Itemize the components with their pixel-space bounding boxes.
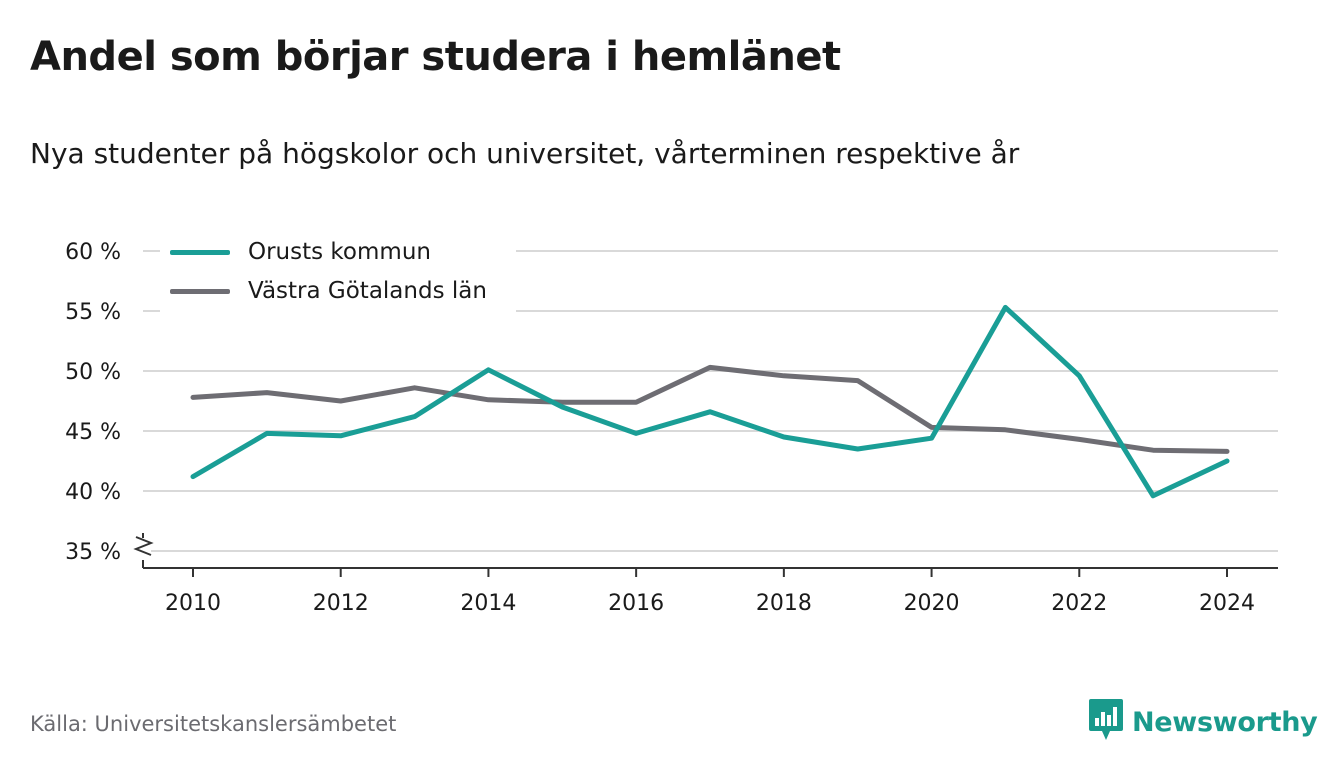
x-tick-label: 2024 — [1199, 591, 1255, 616]
series-line-vastra-gotaland — [190, 364, 1230, 454]
x-tick-label: 2014 — [460, 591, 516, 616]
source-note: Källa: Universitetskanslersämbetet — [30, 712, 397, 736]
y-tick-label: 55 % — [65, 300, 121, 325]
x-tick-label: 2016 — [608, 591, 664, 616]
y-tick-label: 35 % — [65, 540, 121, 565]
x-tick-label: 2012 — [313, 591, 369, 616]
axis-break-icon — [133, 536, 154, 556]
legend-label-vastra-gotaland: Västra Götalands län — [248, 278, 487, 304]
brand-name: Newsworthy — [1132, 706, 1318, 738]
tick-labels: 60 % 55 % 50 % 45 % 40 % 35 % 2010 2012 2014 2016… — [65, 240, 1255, 616]
axes — [133, 533, 1278, 577]
legend-swatch-orust — [170, 249, 230, 255]
x-tick-label: 2010 — [165, 591, 221, 616]
legend-item-orust: Orusts kommun — [170, 234, 431, 270]
chart-legend: Orusts kommun Västra Götalands län — [160, 232, 516, 312]
axis-break-mask — [135, 538, 151, 560]
x-tick-label: 2020 — [904, 591, 960, 616]
brand-logo: Newsworthy — [1088, 698, 1318, 746]
y-tick-label: 40 % — [65, 480, 121, 505]
series-lines — [190, 304, 1230, 499]
legend-swatch-vastra-gotaland — [170, 288, 230, 294]
y-tick-label: 60 % — [65, 240, 121, 265]
x-tick-label: 2018 — [756, 591, 812, 616]
chart-title: Andel som börjar studera i hemlänet — [30, 34, 841, 80]
series-line-orust — [190, 304, 1230, 499]
legend-item-vastra-gotaland: Västra Götalands län — [170, 273, 487, 309]
y-tick-label: 50 % — [65, 360, 121, 385]
y-tick-label: 45 % — [65, 420, 121, 445]
legend-label-orust: Orusts kommun — [248, 239, 431, 265]
chart-subtitle: Nya studenter på högskolor och universit… — [30, 137, 1020, 170]
x-tick-label: 2022 — [1051, 591, 1107, 616]
bar-chart-speech-bubble-icon — [1088, 698, 1124, 746]
